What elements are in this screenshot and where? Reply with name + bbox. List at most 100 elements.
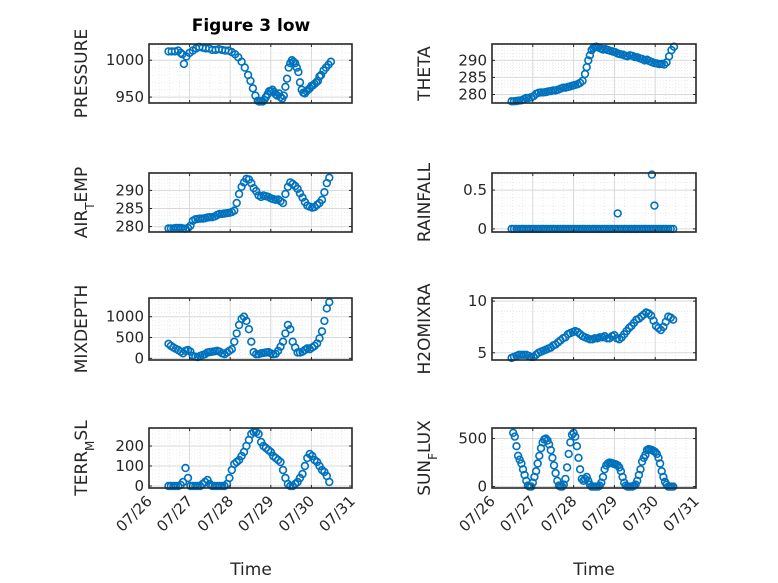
y-tick-label: 0 [477,220,487,238]
x-tick-label: 07/29 [578,492,621,535]
data-point [239,312,249,321]
subplot-h2omixra: 5 10 H2OMIXRA [415,283,697,375]
data-point [655,459,665,468]
data-point [320,188,329,197]
y-tick-label: 0 [477,478,487,496]
data-point [315,72,324,81]
data-point [585,51,595,60]
data-point [531,467,541,476]
data-point [295,78,305,87]
data-point [237,182,246,192]
y-tick-label: 100 [115,457,144,475]
y-tick-label: 500 [458,430,487,448]
data-point [186,347,195,356]
x-tick-label: 07/28 [537,492,580,535]
data-point [668,482,678,491]
data-point [240,63,250,72]
y-tick-label: 10 [468,292,487,310]
data-point [179,59,189,69]
data-point [234,189,244,199]
x-tick-label: 07/27 [496,492,539,535]
axes-box [148,172,353,233]
y-tick-label: 0 [134,477,144,495]
x-tick-label: 07/26 [113,492,156,535]
data-point [310,341,319,351]
y-axis-label: AIRTEMP [72,167,97,238]
data-point [242,316,251,326]
data-point [561,474,570,484]
data-point [300,461,310,471]
axes-box [491,297,697,361]
data-point [286,325,295,334]
data-point [325,477,334,487]
axes-box [491,172,697,233]
y-tick-label: 285 [115,199,144,217]
data-point [282,74,292,83]
data-point [615,463,624,472]
y-tick-label: 290 [458,51,487,69]
data-point [613,209,622,218]
data-point [510,432,519,441]
data-point [215,481,224,491]
data-point [551,468,560,478]
subplot-pressure: 950 1000 PRESSURE [72,29,353,118]
data-point [519,350,528,359]
data-point [244,325,254,334]
y-axis-label: TERRMSL [72,420,97,497]
data-point [650,201,659,210]
axes-box [148,427,353,489]
data-point [546,445,555,455]
data-point [298,469,307,479]
data-point [584,56,593,65]
x-tick-label: 07/26 [456,492,499,535]
x-axis-label-left: Time [229,560,272,580]
data-point [326,57,336,66]
y-axis-label: RAINFALL [415,162,435,242]
data-point [291,58,300,68]
subplot-mixdepth: 0 500 1000 MIXDEPTH [72,285,353,373]
data-point [564,449,573,459]
data-point [668,315,678,324]
data-point [543,436,552,445]
data-point [548,453,557,462]
data-point [298,193,307,202]
data-point [320,316,329,326]
x-tick-label: 07/29 [234,492,277,535]
x-tick-label: 07/27 [153,492,196,535]
data-point [652,449,661,459]
y-tick-label: 500 [115,329,144,347]
y-tick-label: 1000 [106,51,144,69]
data-point [535,451,544,460]
y-axis-label: THETA [415,46,435,102]
axes-box [148,43,353,104]
y-tick-label: 200 [115,437,144,455]
data-point [549,461,559,470]
data-point [566,438,575,447]
data-point [225,473,234,483]
data-point [575,465,585,474]
data-point [526,482,536,491]
data-point [513,451,523,460]
figure-title: Figure 3 low [192,16,311,36]
data-point [574,453,583,462]
y-tick-label: 1000 [106,308,144,326]
data-point [562,463,572,472]
data-point [283,320,293,330]
data-point [181,463,190,473]
x-tick-label: 07/31 [316,492,359,535]
data-point [232,198,241,208]
data-point [232,329,241,338]
data-point [317,327,327,336]
axes-box [491,427,697,489]
x-tick-label: 07/28 [194,492,237,535]
data-point [292,63,301,72]
data-point [281,329,290,338]
data-point [227,345,237,354]
x-axis-label-right: Time [572,560,615,580]
y-axis-label: H2OMIXRA [415,283,435,374]
